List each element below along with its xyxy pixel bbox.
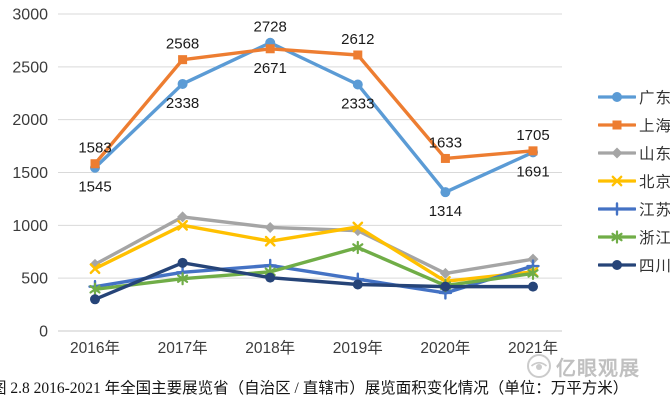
series-line-shandong [93,215,535,276]
series-line-shanghai [93,47,535,166]
legend-label-beijing: 北京 [639,174,670,191]
legend-label-shanghai: 上海 [639,118,670,135]
legend-item-shandong: 山东 [598,142,670,164]
legend-item-beijing: 北京 [598,170,670,192]
y-axis-tick-label: 2000 [12,112,48,129]
series-marker-beijing [177,219,188,231]
legend-item-shanghai: 上海 [598,114,670,136]
data-label-guangdong: 2728 [254,19,287,36]
series-marker-guangdong [177,78,188,89]
data-label-guangdong: 2333 [341,95,374,112]
legend-diamond-marker-icon [598,147,636,159]
legend-circle-marker-icon [598,92,636,102]
y-axis-tick-label: 500 [21,271,48,288]
series-marker-shanghai [178,55,188,65]
series-marker-shanghai [528,146,538,156]
series-line-zhejiang [93,245,535,291]
series-marker-sichuan [265,272,276,283]
legend-item-zhejiang: 浙江 [598,226,670,248]
series-marker-sichuan [90,294,100,305]
series-marker-guangdong [352,79,363,90]
data-label-guangdong: 2338 [166,95,199,112]
series-marker-zhejiang [527,266,539,281]
series-marker-sichuan [440,281,451,292]
figure-caption: 图 2.8 2016-2021 年全国主要展览省（自治区 / 直辖市）展览面积变… [0,380,629,397]
legend-label-zhejiang: 浙江 [639,230,670,247]
series-marker-zhejiang [177,272,189,286]
series-marker-zhejiang [352,240,364,255]
series-marker-guangdong [440,187,451,198]
legend-item-guangdong: 广东 [598,86,670,108]
legend-label-guangdong: 广东 [639,90,670,107]
series-marker-sichuan [528,281,538,292]
series-marker-beijing [352,221,364,233]
data-label-guangdong: 1545 [78,179,111,196]
data-label-shanghai: 1583 [78,140,111,157]
legend-circle-marker-icon [598,260,636,270]
y-axis-tick-label: 1500 [12,165,48,182]
legend-asterisk-marker-icon [598,230,636,244]
chart-legend: 广东上海山东北京江苏浙江四川 [598,86,670,276]
series-marker-shandong [177,211,189,223]
x-axis-tick-label: 2021年 [508,339,558,357]
data-label-shanghai: 1633 [429,134,462,151]
series-marker-shandong [439,267,451,279]
series-marker-shanghai [440,153,450,163]
series-line-guangdong [93,41,535,194]
y-axis-tick-label: 0 [39,324,48,341]
series-marker-beijing [89,263,101,275]
data-label-shanghai: 2671 [254,60,287,77]
data-label-shanghai: 2612 [341,31,374,48]
legend-label-shandong: 山东 [639,146,670,163]
series-marker-shanghai [265,44,275,54]
data-label-guangdong: 1314 [429,203,462,220]
data-label-shanghai: 2568 [166,36,199,53]
legend-square-marker-icon [598,120,636,130]
data-label-guangdong: 1691 [516,163,549,180]
x-axis-tick-label: 2019年 [333,339,383,357]
series-marker-shanghai [353,50,363,60]
legend-plus-marker-icon [598,202,636,216]
x-axis-tick-label: 2017年 [158,339,208,357]
series-line-jiangsu [93,263,535,295]
series-marker-shanghai [90,159,100,169]
line-chart: 0 500 1000 1500 2000 2500 3000 2016年 2017年 2018年 2… [12,7,562,357]
series-marker-sichuan [177,257,188,268]
legend-x-marker-icon [598,175,636,187]
legend-label-sichuan: 四川 [639,258,670,275]
legend-item-sichuan: 四川 [598,254,670,276]
series-marker-shandong [527,253,539,265]
y-axis-tick-label: 1000 [12,218,48,235]
series-marker-beijing [264,235,276,247]
legend-item-jiangsu: 江苏 [598,198,670,220]
series-line-beijing [93,223,535,284]
x-axis-tick-label: 2016年 [70,339,120,357]
series-marker-sichuan [352,279,363,290]
legend-label-jiangsu: 江苏 [639,202,670,219]
y-axis-tick-label: 2500 [12,59,48,76]
series-line-sichuan [93,261,535,301]
series-marker-shandong [264,221,276,233]
y-axis-tick-label: 3000 [12,7,48,24]
x-axis-tick-label: 2018年 [245,339,295,357]
x-axis-tick-label: 2020年 [420,339,470,357]
data-label-shanghai: 1705 [516,127,549,144]
series-marker-zhejiang [89,282,101,296]
